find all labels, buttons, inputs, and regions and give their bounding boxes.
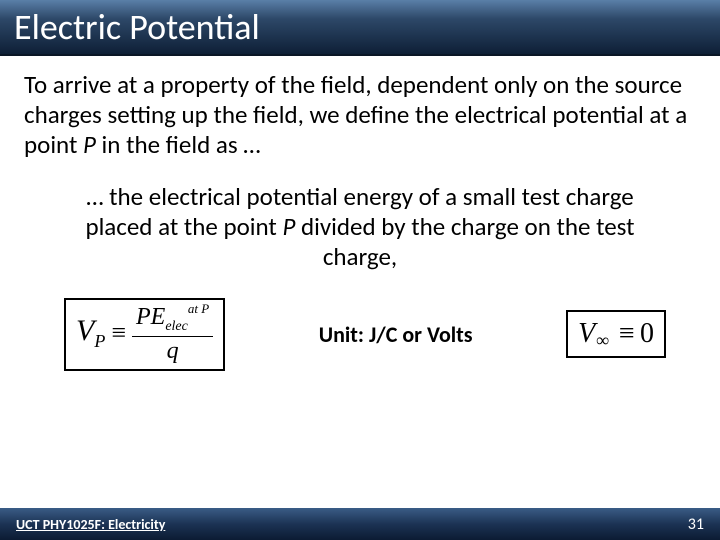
eq-denominator: q: [167, 337, 179, 363]
paragraph-1: To arrive at a property of the field, de…: [24, 70, 696, 160]
para2-post: divided by the charge on the test charge…: [295, 211, 634, 272]
eq2-equiv: ≡: [617, 318, 636, 350]
footer-bar: UCT PHY1025F: Electricity 31: [0, 508, 720, 540]
para1-post: in the field as …: [96, 129, 261, 160]
slide-title: Electric Potential: [14, 5, 260, 49]
unit-label: Unit: J/C or Volts: [245, 321, 546, 348]
eq2-zero: 0: [640, 318, 654, 350]
footer-course-label: UCT PHY1025F: Electricity: [16, 516, 165, 533]
slide-body: To arrive at a property of the field, de…: [0, 56, 720, 371]
eq-numerator: PEelecat P: [132, 304, 213, 337]
eq-equiv: ≡: [111, 318, 126, 348]
equation-row: VP ≡ PEelecat P q Unit: J/C or Volts V∞ …: [24, 298, 696, 371]
para1-point-P: P: [83, 129, 96, 160]
eq-V: VP: [76, 314, 105, 352]
eq2-infinity-sub: ∞: [596, 330, 609, 351]
title-bar: Electric Potential: [0, 0, 720, 56]
slide-number: 31: [688, 515, 704, 534]
para2-point-P: P: [282, 211, 295, 242]
eq-fraction: PEelecat P q: [132, 304, 213, 363]
eq2-V: V: [578, 318, 595, 350]
equation-definition-box: VP ≡ PEelecat P q: [64, 298, 225, 371]
paragraph-2: … the electrical potential energy of a s…: [54, 182, 666, 272]
equation-reference-box: V∞ ≡ 0: [566, 310, 666, 358]
